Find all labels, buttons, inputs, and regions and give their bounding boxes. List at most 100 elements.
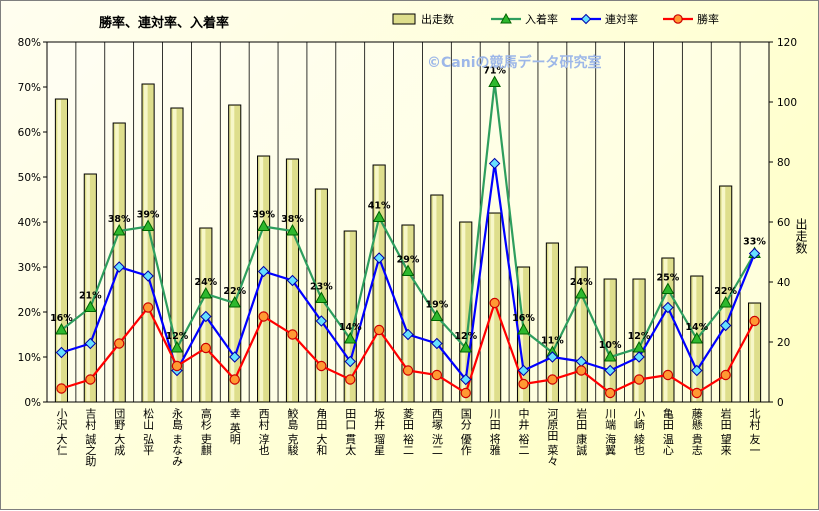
marker-circle	[691, 387, 703, 399]
legend-label: 連対率	[605, 12, 638, 26]
category-label: 河原田 菜々	[546, 408, 559, 467]
marker-circle	[373, 324, 385, 336]
bar-highlight	[346, 232, 350, 401]
marker-triangle	[343, 331, 357, 344]
marker-diamond	[55, 346, 68, 359]
category-label: 北村 友一	[748, 408, 761, 456]
data-label: 12%	[454, 331, 477, 342]
data-label: 19%	[426, 300, 449, 311]
marker-circle	[576, 365, 587, 376]
category-label: 吉村 誠之助	[84, 408, 97, 467]
marker-triangle	[112, 223, 126, 236]
marker-triangle	[55, 322, 68, 335]
marker-triangle	[141, 219, 155, 231]
marker-diamond	[719, 319, 732, 332]
marker-diamond	[315, 315, 328, 327]
category-label: 川田 将雅	[488, 408, 501, 456]
data-label: 14%	[339, 322, 362, 333]
marker-circle	[258, 311, 269, 322]
bar-highlight	[577, 268, 581, 401]
marker-triangle	[719, 295, 733, 308]
data-label: 24%	[194, 277, 217, 288]
legend-label: 勝率	[697, 12, 719, 26]
category-label: 角田 大和	[315, 408, 328, 456]
data-label: 12%	[628, 331, 651, 342]
category-label: 鮫島 克駿	[286, 407, 299, 456]
data-label: 39%	[252, 210, 275, 221]
marker-triangle	[372, 210, 386, 222]
marker-diamond	[488, 157, 501, 170]
bar-highlight	[461, 223, 466, 401]
legend-label: 出走数	[421, 12, 454, 26]
data-label: 29%	[397, 255, 420, 266]
data-label: 39%	[137, 210, 160, 221]
legend-marker-circle	[673, 14, 683, 24]
bar-highlight	[403, 226, 408, 401]
marker-diamond	[344, 355, 356, 368]
category-label: 小崎 綾也	[633, 408, 646, 456]
marker-diamond	[431, 337, 443, 350]
data-label: 16%	[512, 313, 535, 324]
marker-triangle	[83, 300, 97, 312]
marker-diamond	[748, 247, 761, 260]
marker-diamond	[257, 265, 270, 278]
data-label: 33%	[743, 237, 766, 248]
bar-count	[83, 173, 97, 403]
bar-highlight	[144, 85, 148, 401]
category-label: 岩田 望来	[719, 407, 732, 456]
category-label: 亀田 温心	[661, 407, 674, 456]
data-label: 16%	[50, 313, 73, 324]
watermark: ©Caniの競馬データ研究室	[427, 54, 602, 71]
marker-diamond	[402, 328, 414, 341]
marker-triangle	[257, 219, 270, 231]
data-label: 22%	[223, 286, 246, 297]
category-label: 川端 海翼	[604, 408, 617, 456]
left-tick-label: 10%	[18, 352, 41, 364]
category-label: 藤懸 貴志	[690, 408, 703, 456]
marker-diamond	[142, 270, 154, 282]
category-label: 団野 大成	[113, 408, 126, 456]
marker-circle	[113, 338, 125, 349]
marker-circle	[402, 365, 414, 376]
marker-diamond	[546, 351, 559, 363]
bar-highlight	[115, 124, 119, 401]
marker-triangle	[430, 309, 444, 321]
marker-circle	[200, 342, 212, 354]
data-label: 10%	[599, 340, 622, 351]
left-tick-label: 30%	[18, 262, 41, 274]
bar-highlight	[172, 109, 177, 401]
data-label: 25%	[657, 273, 680, 284]
category-label: 松山 弘平	[142, 407, 155, 456]
marker-triangle	[401, 264, 415, 276]
plot-border	[46, 41, 770, 403]
data-label: 38%	[108, 214, 131, 225]
right-axis-title: 出走数	[794, 218, 808, 255]
marker-circle	[171, 360, 183, 372]
data-label: 12%	[166, 331, 189, 342]
marker-circle	[431, 369, 443, 381]
left-tick-label: 40%	[18, 217, 41, 229]
bar-highlight	[663, 259, 668, 401]
marker-circle	[518, 378, 529, 390]
marker-circle	[604, 387, 616, 399]
marker-diamond	[517, 364, 530, 377]
legend-marker-diamond	[580, 13, 592, 25]
category-label: 菱田 裕二	[402, 408, 415, 456]
marker-circle	[287, 329, 298, 340]
legend-label: 入着率	[525, 12, 558, 26]
marker-diamond	[633, 351, 645, 363]
bar-highlight	[230, 106, 235, 401]
marker-diamond	[691, 364, 703, 377]
marker-circle	[749, 315, 760, 327]
marker-circle	[85, 374, 96, 385]
left-tick-label: 0%	[24, 397, 41, 409]
marker-triangle	[286, 223, 299, 236]
left-tick-label: 70%	[18, 82, 41, 94]
marker-triangle	[488, 75, 501, 87]
category-label: 田口 貫太	[344, 408, 357, 456]
category-label: 小沢 大仁	[55, 408, 68, 456]
marker-triangle	[199, 286, 213, 299]
marker-triangle	[661, 282, 675, 294]
marker-diamond	[662, 301, 674, 314]
